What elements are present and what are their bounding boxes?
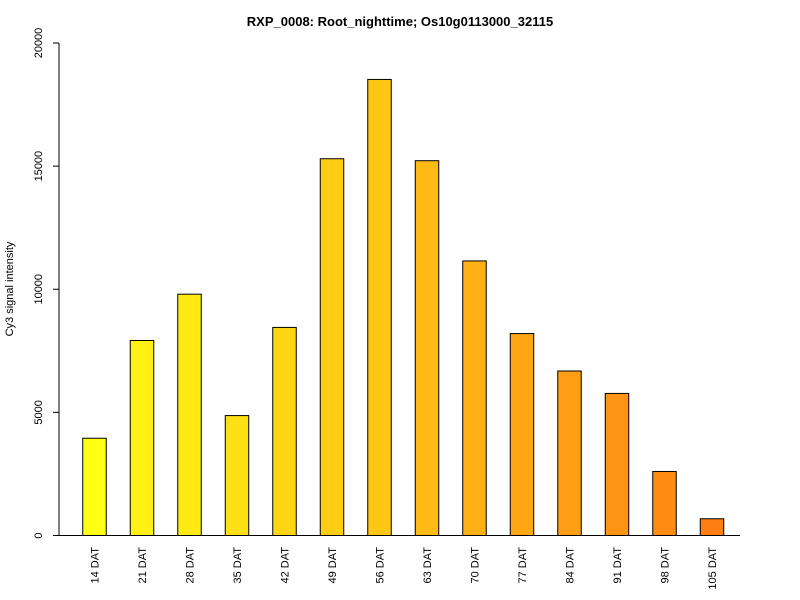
- bar: [652, 470, 677, 537]
- bar: [509, 333, 535, 537]
- x-tick-label: 42 DAT: [280, 547, 292, 584]
- x-tick-label: 105 DAT: [707, 547, 719, 590]
- x-tick-label: 35 DAT: [232, 547, 244, 584]
- y-axis: 0 5000 10000 15000 20000: [33, 28, 60, 539]
- bar: [129, 339, 155, 536]
- y-tick-label: 15000: [33, 151, 45, 182]
- bar: [177, 293, 202, 536]
- chart-title: RXP_0008: Root_nighttime; Os10g0113000_3…: [247, 14, 553, 29]
- x-tick-label: 84 DAT: [565, 547, 577, 584]
- x-tick-label: 98 DAT: [660, 547, 672, 584]
- bar: [557, 370, 582, 536]
- bar: [414, 160, 440, 537]
- bar: [367, 78, 392, 536]
- bar: [319, 158, 345, 537]
- x-tick-label: 63 DAT: [422, 547, 434, 584]
- x-tick-label: 91 DAT: [612, 547, 624, 584]
- y-tick-label: 20000: [33, 28, 45, 59]
- bar: [272, 326, 297, 537]
- bars: [82, 78, 725, 537]
- x-tick-label: 56 DAT: [375, 547, 387, 584]
- x-tick-label: 14 DAT: [90, 547, 102, 584]
- y-tick-label: 0: [33, 532, 45, 538]
- x-tick-label: 77 DAT: [517, 547, 529, 584]
- y-axis-label: Cy3 signal intensity: [4, 241, 16, 336]
- x-tick-label: 49 DAT: [327, 547, 339, 584]
- bar: [82, 437, 107, 537]
- y-tick-label: 10000: [33, 274, 45, 305]
- bar: [462, 260, 487, 536]
- bar: [224, 415, 250, 537]
- x-tick-label: 21 DAT: [137, 547, 149, 584]
- x-tick-label: 70 DAT: [470, 547, 482, 584]
- x-tick-labels: 14 DAT 21 DAT 28 DAT 35 DAT 42 DAT 49 DAT 56 D…: [90, 547, 720, 590]
- bar: [699, 518, 725, 537]
- y-tick-label: 5000: [33, 400, 45, 424]
- bar: [604, 392, 630, 536]
- x-tick-label: 28 DAT: [185, 547, 197, 584]
